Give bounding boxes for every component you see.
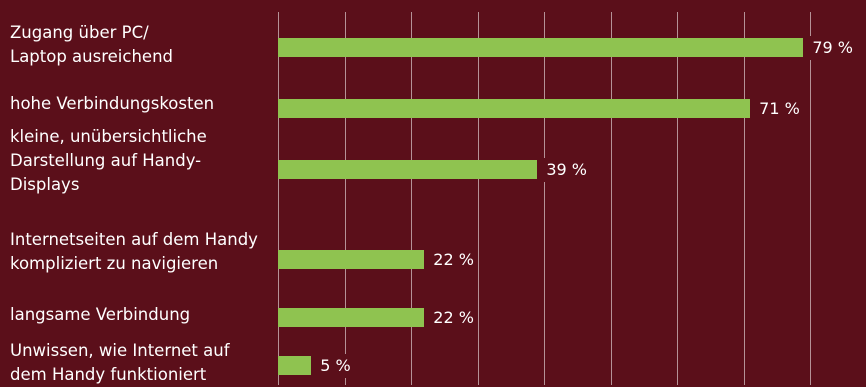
gridline — [278, 12, 279, 385]
category-label: Internetseiten auf dem Handy kompliziert… — [10, 230, 258, 273]
bar — [278, 250, 425, 269]
gridline — [677, 12, 678, 385]
category-label: kleine, unübersichtliche Darstellung auf… — [10, 127, 207, 194]
value-label: 39 % — [537, 158, 591, 182]
value-label: 22 % — [424, 248, 478, 272]
bar — [278, 160, 538, 179]
gridline — [611, 12, 612, 385]
gridline — [345, 12, 346, 385]
value-label: 5 % — [311, 354, 355, 378]
gridline — [544, 12, 545, 385]
bar — [278, 356, 312, 375]
value-label: 79 % — [803, 36, 857, 60]
gridline — [744, 12, 745, 385]
bar — [278, 38, 804, 57]
value-label: 22 % — [424, 306, 478, 330]
category-label: Zugang über PC/ Laptop ausreichend — [10, 23, 173, 66]
gridline — [411, 12, 412, 385]
category-label: langsame Verbindung — [10, 305, 191, 324]
category-label: hohe Verbindungskosten — [10, 94, 215, 113]
bar — [278, 308, 425, 327]
gridline — [810, 12, 811, 385]
value-label: 71 % — [750, 97, 804, 121]
gridline — [478, 12, 479, 385]
bar — [278, 99, 751, 118]
category-label: Unwissen, wie Internet auf dem Handy fun… — [10, 341, 230, 384]
